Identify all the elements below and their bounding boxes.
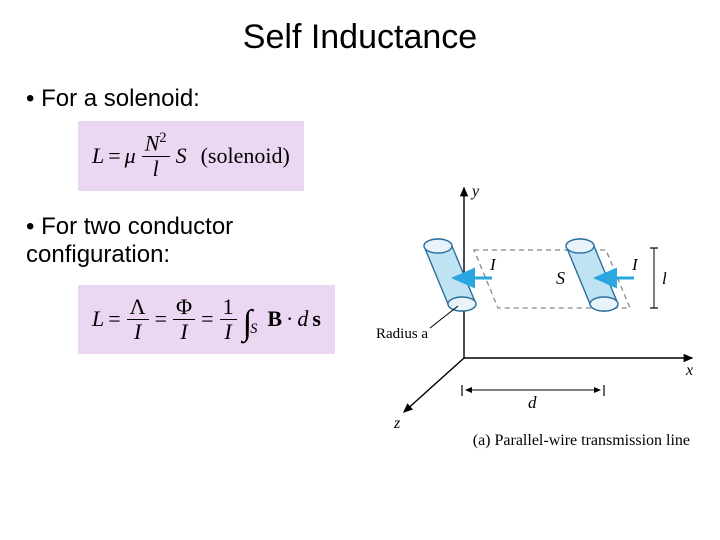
sym-d: d <box>297 306 308 332</box>
axis-y-label: y <box>470 183 480 200</box>
sym-Phi: Φ <box>173 295 195 320</box>
sym-L2: L <box>92 306 104 332</box>
radius-label: Radius a <box>376 326 428 342</box>
page-title: Self Inductance <box>0 0 720 85</box>
sym-l: l <box>150 157 162 181</box>
sym-dot: · <box>286 306 293 332</box>
frac-1-I: 1 I <box>220 295 237 344</box>
frac-Phi-I: Φ I <box>173 295 195 344</box>
diagram-parallel-wire: y x z S I I l Radius a d <box>374 180 704 440</box>
note-solenoid: (solenoid) <box>201 143 290 169</box>
axis-x-label: x <box>685 362 693 379</box>
sym-Lambda: Λ <box>127 295 149 320</box>
left-wire <box>424 239 492 311</box>
sym-N: N <box>145 130 160 155</box>
formula-solenoid: L = μ N2 l S (solenoid) <box>78 121 304 191</box>
sym-I2: I <box>177 320 190 344</box>
sym-S: S <box>176 143 187 169</box>
bullet-twoconductor: For two conductor configuration: <box>26 213 346 269</box>
bullet-solenoid: For a solenoid: <box>26 85 720 113</box>
sym-L: L <box>92 143 104 169</box>
sym-eq2b: = <box>155 306 167 332</box>
sym-mu: μ <box>125 143 136 169</box>
sym-s: s <box>312 306 321 332</box>
sym-one: 1 <box>220 295 237 320</box>
frac-Lambda-I: Λ I <box>127 295 149 344</box>
sym-eq: = <box>108 143 120 169</box>
l-label: l <box>662 269 667 288</box>
d-label: d <box>528 393 537 412</box>
sym-sq: 2 <box>159 130 166 146</box>
sym-B: B <box>267 306 282 332</box>
sym-I3: I <box>221 320 234 344</box>
frac-Nsq-l: N2 l <box>142 131 170 181</box>
I-left-label: I <box>489 255 497 274</box>
sym-eq2a: = <box>108 306 120 332</box>
formula-twoconductor: L = Λ I = Φ I = 1 I ∫ S B · d s <box>78 285 335 354</box>
diagram-caption: (a) Parallel-wire transmission line <box>473 432 690 450</box>
sym-I1: I <box>131 320 144 344</box>
axis-z-label: z <box>393 415 401 432</box>
sym-intS: S <box>250 321 257 338</box>
I-right-label: I <box>631 255 639 274</box>
sym-eq2c: = <box>201 306 213 332</box>
surface-S-label: S <box>556 268 565 288</box>
